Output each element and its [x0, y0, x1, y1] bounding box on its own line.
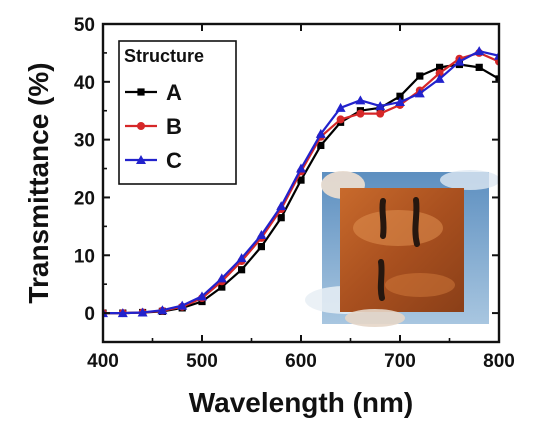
- x-tick-label: 700: [384, 351, 416, 372]
- data-point: [297, 176, 305, 184]
- data-point: [395, 97, 405, 107]
- x-tick-label: 800: [483, 351, 515, 372]
- legend-title: Structure: [124, 46, 204, 66]
- inset-photo: [305, 170, 500, 327]
- data-point: [356, 109, 365, 118]
- legend-entries: ABC: [125, 80, 182, 173]
- data-point: [495, 75, 499, 83]
- legend-entry: C: [125, 148, 182, 173]
- data-point: [416, 72, 424, 80]
- data-point: [454, 56, 465, 66]
- data-point: [335, 102, 346, 112]
- data-point: [494, 50, 499, 60]
- legend: Structure ABC: [118, 40, 237, 185]
- data-point: [436, 63, 444, 71]
- data-point: [137, 307, 148, 317]
- y-tick-label: 50: [74, 15, 95, 36]
- legend-box: [118, 40, 237, 185]
- y-axis-title: Transmittance (%): [23, 62, 54, 303]
- data-point: [396, 92, 404, 100]
- inset-scratch-mark: [377, 259, 385, 301]
- data-point: [218, 283, 226, 291]
- data-point: [177, 300, 188, 310]
- inset-cloud: [440, 170, 500, 190]
- data-point: [475, 63, 483, 71]
- x-tick-label: 400: [87, 351, 119, 372]
- x-axis-title: Wavelength (nm): [189, 387, 414, 418]
- data-point: [216, 273, 227, 283]
- x-axis-ticks: 400 500 600 700 800: [87, 24, 515, 372]
- inset-finger: [345, 309, 405, 327]
- y-tick-label: 30: [74, 131, 95, 152]
- inset-scratch-mark: [412, 197, 420, 247]
- data-point: [257, 243, 265, 251]
- data-point: [435, 69, 444, 78]
- series-c: [103, 46, 499, 318]
- series-layer: [103, 46, 499, 318]
- data-point: [375, 101, 386, 111]
- x-tick-label: 500: [186, 351, 218, 372]
- data-point: [197, 291, 207, 301]
- x-tick-label: 600: [285, 351, 317, 372]
- data-point: [414, 88, 425, 98]
- data-point: [236, 253, 247, 263]
- legend-label: A: [166, 80, 182, 105]
- data-point: [277, 214, 285, 222]
- data-point: [117, 308, 128, 318]
- y-tick-label: 10: [74, 246, 95, 267]
- data-point: [157, 305, 168, 315]
- inset-film: [340, 188, 464, 312]
- inset-film-reflection: [353, 210, 443, 246]
- legend-swatch-marker: [136, 155, 146, 164]
- data-point: [276, 201, 287, 211]
- legend-label: C: [166, 148, 182, 173]
- legend-label: B: [166, 114, 182, 139]
- data-point: [434, 73, 445, 83]
- data-point: [315, 128, 326, 138]
- data-point: [317, 141, 325, 150]
- data-point: [296, 163, 306, 173]
- data-point: [474, 46, 485, 56]
- legend-entry: A: [125, 80, 182, 105]
- data-point: [376, 109, 385, 118]
- legend-swatch-marker: [137, 122, 145, 130]
- legend-entry: B: [125, 114, 182, 139]
- data-point: [336, 115, 345, 124]
- inset-film-reflection: [385, 273, 455, 297]
- y-tick-label: 40: [74, 73, 95, 94]
- data-point: [238, 266, 246, 274]
- y-tick-label: 0: [84, 304, 95, 325]
- y-axis-ticks: 0 10 20 30 40 50: [74, 15, 499, 325]
- legend-swatch-marker: [137, 88, 145, 96]
- inset-scratch-mark: [379, 198, 387, 239]
- y-tick-label: 20: [74, 188, 95, 209]
- data-point: [256, 230, 267, 240]
- data-point: [355, 95, 366, 105]
